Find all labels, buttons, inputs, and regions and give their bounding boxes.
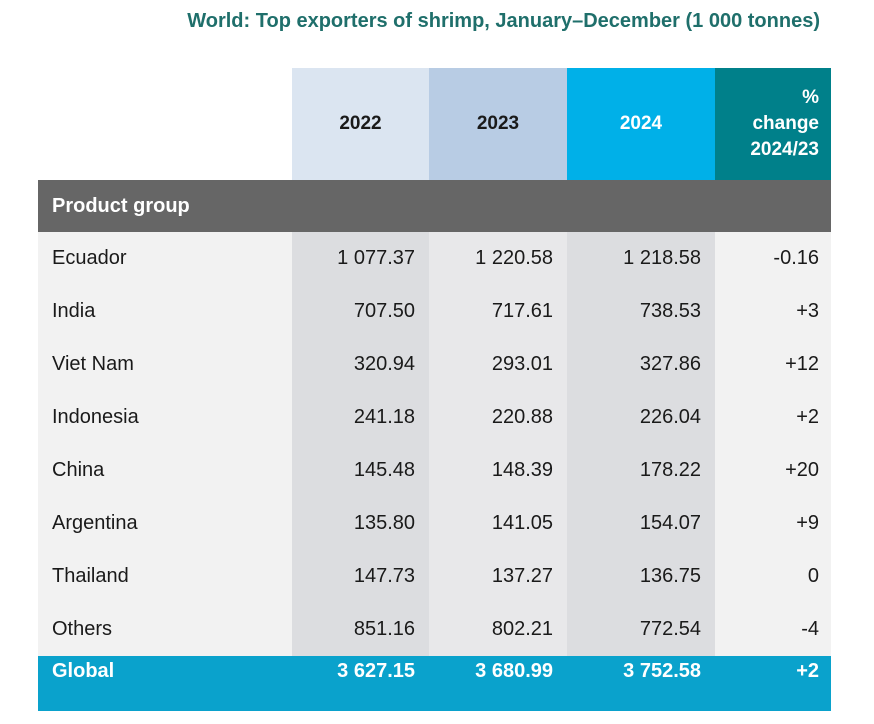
header-percent-change-label: % change 2024/23 — [750, 87, 819, 160]
value-2022: 851.16 — [292, 603, 429, 656]
value-2022: 241.18 — [292, 391, 429, 444]
value-2022: 707.50 — [292, 285, 429, 338]
header-2024: 2024 — [567, 68, 715, 180]
total-label: Global — [52, 660, 115, 682]
value-2023: 220.88 — [429, 391, 567, 444]
value-change: -0.16 — [715, 232, 831, 285]
header-percent-change: % change 2024/23 — [715, 68, 831, 180]
value-2023: 293.01 — [429, 338, 567, 391]
value-2024: 327.86 — [567, 338, 715, 391]
value-2023: 802.21 — [429, 603, 567, 656]
value-2022: 1 077.37 — [292, 232, 429, 285]
global-total-row: Global 3 627.15 3 680.99 3 752.58 +2 — [38, 656, 831, 711]
header-2022: 2022 — [292, 68, 429, 180]
row-label: Thailand — [38, 550, 292, 603]
header-blank-cell — [38, 68, 292, 180]
row-label: Others — [38, 603, 292, 656]
product-group-label: Product group — [52, 194, 190, 217]
product-group-row: Product group — [38, 180, 831, 232]
value-2022: 135.80 — [292, 497, 429, 550]
row-label: Indonesia — [38, 391, 292, 444]
table-row: India 707.50 717.61 738.53 +3 — [38, 285, 831, 338]
row-label: China — [38, 444, 292, 497]
value-2024: 178.22 — [567, 444, 715, 497]
row-label: Viet Nam — [38, 338, 292, 391]
total-change: +2 — [796, 660, 819, 682]
table-body: Ecuador 1 077.37 1 220.58 1 218.58 -0.16 Indi… — [38, 232, 831, 656]
value-change: +3 — [715, 285, 831, 338]
value-2023: 148.39 — [429, 444, 567, 497]
value-2023: 137.27 — [429, 550, 567, 603]
table-row: Thailand 147.73 137.27 136.75 0 — [38, 550, 831, 603]
exporters-table: 2022 2023 2024 % change 2024/23 Product gr… — [38, 68, 831, 711]
value-change: +20 — [715, 444, 831, 497]
value-2024: 154.07 — [567, 497, 715, 550]
value-2022: 145.48 — [292, 444, 429, 497]
row-label: Ecuador — [38, 232, 292, 285]
value-2023: 1 220.58 — [429, 232, 567, 285]
value-2024: 1 218.58 — [567, 232, 715, 285]
table-row: Ecuador 1 077.37 1 220.58 1 218.58 -0.16 — [38, 232, 831, 285]
table-row: Others 851.16 802.21 772.54 -4 — [38, 603, 831, 656]
total-2024: 3 752.58 — [623, 660, 701, 682]
row-label: Argentina — [38, 497, 292, 550]
table-row: China 145.48 148.39 178.22 +20 — [38, 444, 831, 497]
chart-title: World: Top exporters of shrimp, January–… — [187, 10, 820, 32]
value-2022: 147.73 — [292, 550, 429, 603]
value-change: 0 — [715, 550, 831, 603]
value-change: +9 — [715, 497, 831, 550]
value-2023: 717.61 — [429, 285, 567, 338]
row-label: India — [38, 285, 292, 338]
value-change: +12 — [715, 338, 831, 391]
total-2022: 3 627.15 — [337, 660, 415, 682]
total-2023: 3 680.99 — [475, 660, 553, 682]
value-change: -4 — [715, 603, 831, 656]
value-2024: 738.53 — [567, 285, 715, 338]
value-2022: 320.94 — [292, 338, 429, 391]
table-header-row: 2022 2023 2024 % change 2024/23 — [38, 68, 831, 180]
value-2024: 226.04 — [567, 391, 715, 444]
value-change: +2 — [715, 391, 831, 444]
table-row: Viet Nam 320.94 293.01 327.86 +12 — [38, 338, 831, 391]
header-2023: 2023 — [429, 68, 567, 180]
table-row: Argentina 135.80 141.05 154.07 +9 — [38, 497, 831, 550]
value-2023: 141.05 — [429, 497, 567, 550]
table-row: Indonesia 241.18 220.88 226.04 +2 — [38, 391, 831, 444]
value-2024: 136.75 — [567, 550, 715, 603]
value-2024: 772.54 — [567, 603, 715, 656]
